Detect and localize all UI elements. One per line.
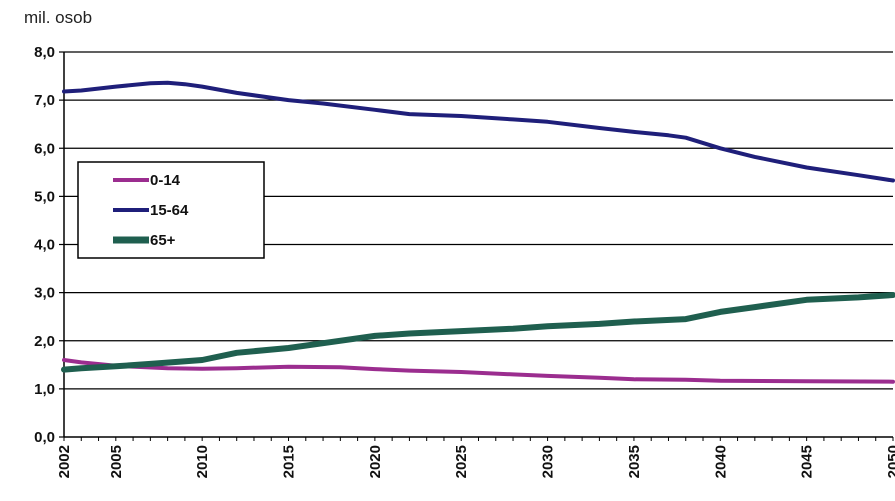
- x-tick-label: 2010: [194, 445, 211, 478]
- x-tick-label: 2035: [626, 445, 643, 478]
- x-tick-label: 2020: [367, 445, 384, 478]
- x-tick-label: 2005: [108, 445, 125, 478]
- x-tick-label: 2045: [799, 445, 816, 478]
- y-axis-unit-label: mil. osob: [24, 8, 92, 27]
- x-tick-label: 2002: [56, 445, 73, 478]
- y-tick-label: 3,0: [34, 285, 55, 302]
- series-line-15-64: [62, 80, 895, 183]
- legend-label: 15-64: [150, 202, 189, 219]
- y-tick-label: 1,0: [34, 381, 55, 398]
- x-tick-label: 2025: [453, 445, 470, 478]
- legend-box: [77, 161, 265, 259]
- series-line-0-14: [62, 358, 895, 384]
- y-axis-ticks: 0,0 1,0 2,0 3,0 4,0 5,0 6,0 7,0 8,0: [34, 44, 64, 446]
- y-tick-label: 7,0: [34, 92, 55, 109]
- data-series: [61, 80, 895, 384]
- series-line-65+: [61, 292, 895, 373]
- x-tick-label: 2050: [885, 445, 895, 478]
- x-axis-ticks: 2002 2005 2010 2015 2020 2025 2030 2035 2040 2045…: [56, 437, 895, 478]
- x-tick-label: 2015: [281, 445, 298, 478]
- y-tick-label: 6,0: [34, 140, 55, 157]
- legend-label: 65+: [150, 232, 176, 249]
- y-tick-label: 2,0: [34, 333, 55, 350]
- legend: 0-14 15-64 65+: [77, 161, 265, 259]
- x-tick-label: 2030: [540, 445, 557, 478]
- y-tick-label: 4,0: [34, 237, 55, 254]
- y-tick-label: 0,0: [34, 429, 55, 446]
- x-tick-label: 2040: [712, 445, 729, 478]
- legend-label: 0-14: [150, 172, 181, 189]
- y-tick-label: 8,0: [34, 44, 55, 61]
- y-tick-label: 5,0: [34, 188, 55, 205]
